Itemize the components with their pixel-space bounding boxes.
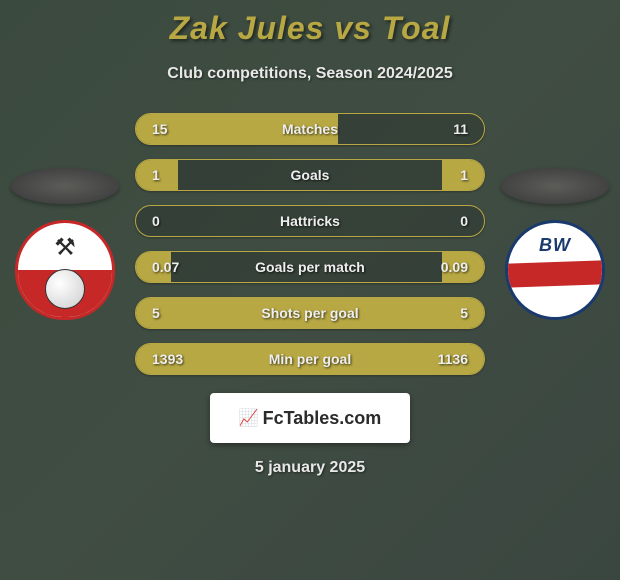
stat-label: Hattricks [280, 213, 340, 229]
stat-label: Goals [291, 167, 330, 183]
player-right-avatar [501, 168, 609, 204]
subtitle: Club competitions, Season 2024/2025 [0, 65, 620, 83]
stat-left-value: 1 [152, 167, 192, 183]
stat-row-hattricks: 0 Hattricks 0 [135, 205, 485, 237]
stat-right-value: 1136 [428, 351, 468, 367]
comparison-content: ⚒ 15 Matches 11 1 Goals 1 0 Hattricks 0 [0, 113, 620, 375]
page-title: Zak Jules vs Toal [0, 0, 620, 47]
stat-left-value: 1393 [152, 351, 192, 367]
team-initials: BW [539, 235, 571, 256]
source-logo: 📈 FcTables.com [210, 393, 410, 443]
player-right-col: BW [495, 168, 615, 320]
player-left-col: ⚒ [5, 168, 125, 320]
stat-left-value: 5 [152, 305, 192, 321]
team-badge-left: ⚒ [15, 220, 115, 320]
stat-row-mpg: 1393 Min per goal 1136 [135, 343, 485, 375]
stat-left-value: 0.07 [152, 259, 192, 275]
stat-label: Matches [282, 121, 338, 137]
stat-label: Goals per match [255, 259, 365, 275]
stat-row-goals: 1 Goals 1 [135, 159, 485, 191]
stat-right-value: 5 [428, 305, 468, 321]
stat-right-value: 0 [428, 213, 468, 229]
logo-label: FcTables.com [263, 408, 382, 429]
stat-label: Shots per goal [261, 305, 358, 321]
crossed-tools-icon: ⚒ [54, 233, 76, 262]
player-left-avatar [11, 168, 119, 204]
stat-right-value: 11 [428, 121, 468, 137]
stat-left-value: 15 [152, 121, 192, 137]
team-badge-right: BW [505, 220, 605, 320]
stat-right-value: 1 [428, 167, 468, 183]
stat-row-gpm: 0.07 Goals per match 0.09 [135, 251, 485, 283]
stat-row-matches: 15 Matches 11 [135, 113, 485, 145]
stat-left-value: 0 [152, 213, 192, 229]
stat-right-value: 0.09 [428, 259, 468, 275]
stat-label: Min per goal [269, 351, 351, 367]
chart-icon: 📈 [239, 408, 259, 428]
stat-row-spg: 5 Shots per goal 5 [135, 297, 485, 329]
date-label: 5 january 2025 [0, 459, 620, 477]
football-icon [45, 269, 85, 309]
stats-container: 15 Matches 11 1 Goals 1 0 Hattricks 0 0.… [135, 113, 485, 375]
